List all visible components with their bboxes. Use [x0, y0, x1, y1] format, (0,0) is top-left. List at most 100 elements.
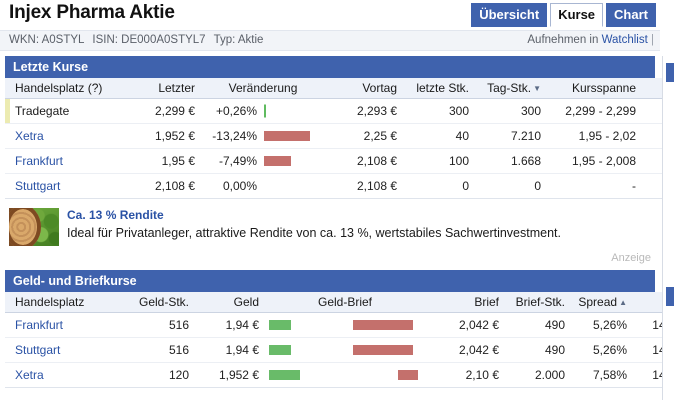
- cell-last: 2,108 €: [123, 173, 201, 199]
- cell-ask: 2,042 €: [425, 312, 505, 338]
- tab-bar: Übersicht Kurse Chart: [471, 3, 656, 27]
- advertisement-block[interactable]: Ca. 13 % Rendite Ideal für Privatanleger…: [5, 208, 655, 270]
- bid-ask-body: Frankfurt 516 1,94 € 2,042 € 490 5,26% 1…: [5, 312, 674, 388]
- table-row[interactable]: Xetra 120 1,952 € 2,10 € 2.000 7,58% 14:…: [5, 362, 674, 388]
- page-title: Injex Pharma Aktie: [9, 2, 175, 23]
- type-value: Typ: Aktie: [213, 34, 264, 46]
- cell-last: 1,95 €: [123, 148, 201, 174]
- cell-spread: 5,26%: [571, 337, 633, 363]
- table-row[interactable]: Stuttgart 2,108 € 0,00% 2,108 € 0 0 - 27…: [5, 173, 674, 199]
- tab-kurse[interactable]: Kurse: [550, 3, 604, 27]
- cell-last-qty: 40: [403, 123, 476, 149]
- col-geld-stk[interactable]: Geld-Stk.: [115, 292, 195, 313]
- cell-day-qty: 0: [475, 173, 548, 199]
- cell-last: 2,299 €: [123, 98, 201, 124]
- adjacent-section-bar-bottom: [666, 287, 674, 306]
- sort-ascending-icon: ▲: [619, 298, 627, 307]
- col-geld-brief[interactable]: Geld-Brief: [265, 292, 425, 313]
- table-row[interactable]: Frankfurt 1,95 € -7,49% 2,108 € 100 1.66…: [5, 148, 674, 174]
- cell-day-qty: 300: [475, 98, 548, 124]
- col-spread[interactable]: Spread ▲: [571, 292, 633, 313]
- venue-link[interactable]: Frankfurt: [15, 318, 64, 332]
- tab-chart[interactable]: Chart: [606, 3, 656, 27]
- cell-range: 1,95 - 2,02: [547, 123, 643, 149]
- cell-range: 1,95 - 2,008: [547, 148, 643, 174]
- last-prices-header-row: Handelsplatz (?) Letzter Veränderung Vor…: [5, 78, 674, 99]
- cell-day-qty: 1.668: [475, 148, 548, 174]
- col-handelsplatz-label: Handelsplatz (?): [15, 81, 103, 95]
- col-handelsplatz[interactable]: Handelsplatz (?): [5, 78, 123, 99]
- cell-last-qty: 0: [403, 173, 476, 199]
- isin-value: ISIN: DE000A0STYL7: [92, 34, 206, 46]
- change-bar-negative: [264, 131, 310, 141]
- cell-venue[interactable]: Frankfurt: [5, 312, 115, 338]
- cell-last-qty: 300: [403, 98, 476, 124]
- col-tag-stk-label: Tag-Stk.: [487, 81, 532, 95]
- bid-ask-header-row: Handelsplatz Geld-Stk. Geld Geld-Brief B…: [5, 292, 674, 313]
- advertisement-label: Anzeige: [611, 252, 651, 264]
- cell-venue[interactable]: Stuttgart: [5, 337, 115, 363]
- cell-day-qty: 7.210: [475, 123, 548, 149]
- cell-ask-qty: 490: [505, 312, 571, 338]
- last-prices-table: Handelsplatz (?) Letzter Veränderung Vor…: [5, 78, 674, 199]
- ask-bar: [353, 345, 413, 355]
- watchlist-link[interactable]: Watchlist: [601, 34, 648, 46]
- venue-link[interactable]: Stuttgart: [15, 179, 61, 193]
- watchlist-action: Aufnehmen in Watchlist |: [527, 34, 654, 46]
- last-prices-section: Letzte Kurse Handelsplatz (?) Letzter Ve…: [5, 56, 674, 199]
- cell-venue[interactable]: Frankfurt: [5, 148, 123, 174]
- col-geld[interactable]: Geld: [195, 292, 265, 313]
- table-row[interactable]: Stuttgart 516 1,94 € 2,042 € 490 5,26% 1…: [5, 337, 674, 363]
- cell-bid: 1,94 €: [195, 312, 265, 338]
- col-vortag[interactable]: Vortag: [325, 78, 404, 99]
- col-brief-stk[interactable]: Brief-Stk.: [505, 292, 571, 313]
- cell-spread: 5,26%: [571, 312, 633, 338]
- col-brief[interactable]: Brief: [425, 292, 505, 313]
- venue-link[interactable]: Stuttgart: [15, 343, 61, 357]
- bid-ask-table: Handelsplatz Geld-Stk. Geld Geld-Brief B…: [5, 292, 674, 388]
- cell-ask-qty: 2.000: [505, 362, 571, 388]
- col-kursspanne[interactable]: Kursspanne: [547, 78, 643, 99]
- cell-venue: Tradegate: [5, 98, 123, 124]
- cell-venue[interactable]: Stuttgart: [5, 173, 123, 199]
- col-tag-stk[interactable]: Tag-Stk. ▼: [475, 78, 548, 99]
- last-prices-section-title: Letzte Kurse: [5, 56, 655, 78]
- cell-prev: 2,108 €: [325, 148, 404, 174]
- cell-spread: 7,58%: [571, 362, 633, 388]
- advertisement-title[interactable]: Ca. 13 % Rendite: [67, 208, 164, 222]
- adjacent-section-bar-top: [666, 63, 674, 82]
- cell-bid: 1,94 €: [195, 337, 265, 363]
- bid-bar: [269, 370, 300, 380]
- instrument-identifiers: WKN: A0STYL ISIN: DE000A0STYL7 Typ: Aktie: [9, 34, 263, 46]
- cell-range: -: [547, 173, 643, 199]
- cell-bid-ask-bars: [265, 312, 425, 338]
- tab-uebersicht[interactable]: Übersicht: [471, 3, 548, 27]
- col-veraenderung[interactable]: Veränderung: [201, 78, 326, 99]
- col-ba-handelsplatz[interactable]: Handelsplatz: [5, 292, 115, 313]
- cell-bid-ask-bars: [265, 337, 425, 363]
- watchlist-separator: |: [651, 34, 654, 46]
- cell-bid-qty: 516: [115, 337, 195, 363]
- advertisement-thumbnail-image: [9, 208, 59, 246]
- cell-venue[interactable]: Xetra: [5, 123, 123, 149]
- instrument-meta-bar: WKN: A0STYL ISIN: DE000A0STYL7 Typ: Aktie …: [0, 30, 660, 51]
- col-letzte-stk[interactable]: letzte Stk.: [403, 78, 476, 99]
- table-row[interactable]: Frankfurt 516 1,94 € 2,042 € 490 5,26% 1…: [5, 312, 674, 338]
- watchlist-prefix-label: Aufnehmen in: [527, 34, 599, 46]
- cell-bid-qty: 516: [115, 312, 195, 338]
- bid-ask-section: Geld- und Briefkurse Handelsplatz Geld-S…: [5, 270, 674, 388]
- venue-link[interactable]: Xetra: [15, 368, 44, 382]
- page-header: Injex Pharma Aktie Übersicht Kurse Chart: [0, 0, 660, 30]
- cell-change: -7,49%: [201, 148, 263, 174]
- venue-link[interactable]: Frankfurt: [15, 154, 64, 168]
- change-bar-negative: [264, 156, 291, 166]
- col-letzter[interactable]: Letzter: [123, 78, 201, 99]
- sort-descending-icon: ▼: [533, 84, 542, 93]
- table-row[interactable]: Xetra 1,952 € -13,24% 2,25 € 40 7.210 1,…: [5, 123, 674, 149]
- table-row[interactable]: Tradegate 2,299 € +0,26% 2,293 € 300 300…: [5, 98, 674, 124]
- cell-range: 2,299 - 2,299: [547, 98, 643, 124]
- venue-link[interactable]: Xetra: [15, 129, 44, 143]
- cell-change-bar: [263, 123, 326, 149]
- cell-venue[interactable]: Xetra: [5, 362, 115, 388]
